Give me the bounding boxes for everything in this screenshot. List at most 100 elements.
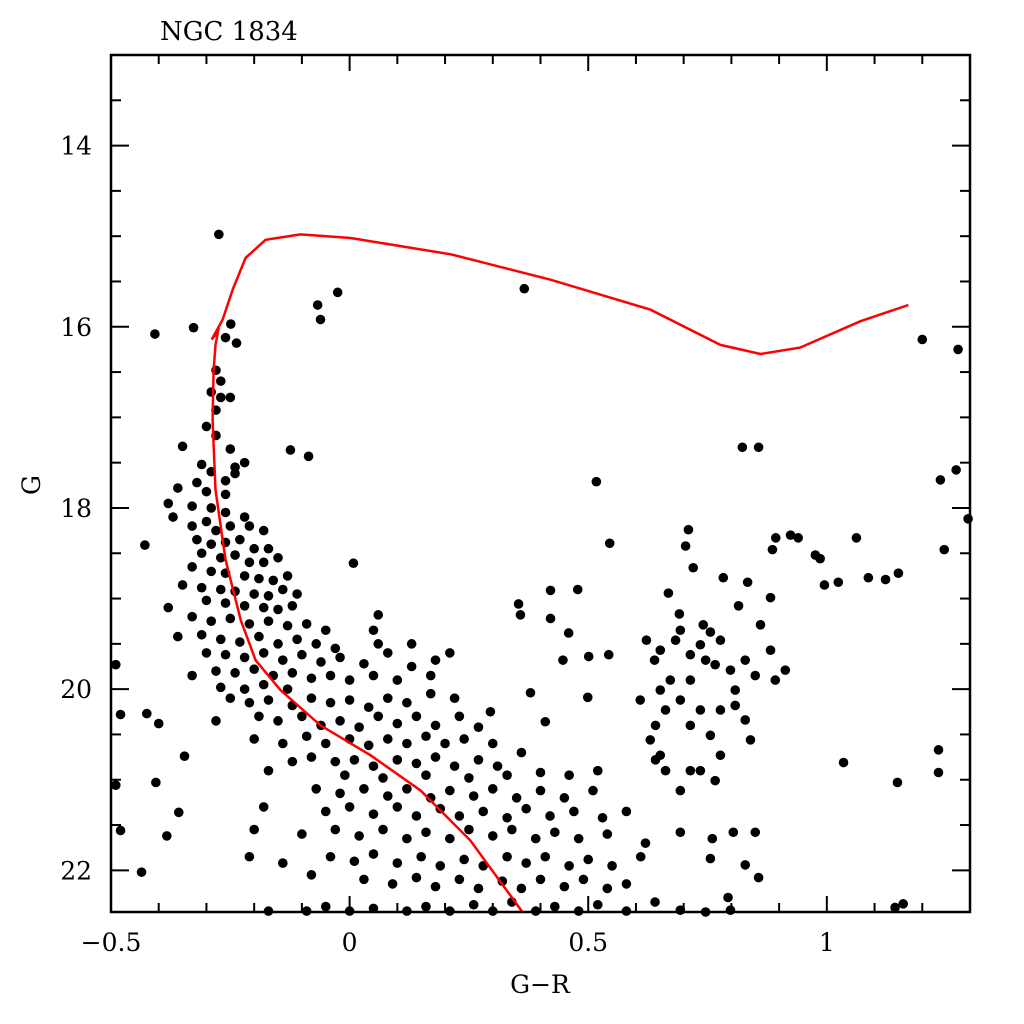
data-point <box>833 577 844 588</box>
data-point <box>349 856 360 867</box>
data-point <box>320 625 331 636</box>
data-point <box>292 634 302 645</box>
data-point <box>287 600 298 611</box>
data-point <box>459 734 469 744</box>
data-point <box>268 575 279 586</box>
data-point <box>254 711 264 722</box>
data-point <box>530 833 541 844</box>
data-point <box>230 468 240 479</box>
data-point <box>640 838 651 848</box>
data-point <box>497 876 508 886</box>
data-point <box>767 544 778 555</box>
data-point <box>349 755 360 765</box>
data-point <box>449 761 460 771</box>
data-point <box>588 785 598 796</box>
data-point <box>220 489 231 500</box>
data-point <box>468 899 479 910</box>
data-point <box>220 507 231 518</box>
data-point <box>231 338 242 348</box>
data-point <box>416 851 426 862</box>
data-point <box>306 693 317 704</box>
data-point <box>301 619 312 629</box>
data-point <box>249 734 259 744</box>
data-point <box>492 761 503 771</box>
data-point <box>582 692 593 703</box>
data-point <box>649 655 660 665</box>
data-point <box>278 655 288 665</box>
data-point <box>206 503 217 513</box>
data-point <box>563 628 574 638</box>
data-point <box>273 552 283 563</box>
data-point <box>935 475 946 485</box>
data-point <box>206 566 217 577</box>
data-point <box>521 858 531 868</box>
data-point <box>115 825 126 836</box>
data-point <box>597 812 608 823</box>
data-point <box>535 767 546 778</box>
axis-ticks <box>110 54 971 912</box>
data-point <box>225 521 236 531</box>
data-point <box>359 783 369 794</box>
data-point <box>487 831 498 841</box>
data-point <box>163 602 174 613</box>
data-point <box>173 483 183 493</box>
x-tick-label: −0.5 <box>81 928 142 957</box>
data-point <box>459 854 469 865</box>
data-point <box>685 649 696 660</box>
data-point <box>258 602 269 613</box>
data-point <box>354 831 364 841</box>
data-point <box>273 716 283 726</box>
data-point <box>402 697 412 708</box>
data-point <box>258 525 269 536</box>
data-point <box>478 806 489 817</box>
data-point <box>670 635 681 646</box>
data-point <box>220 598 231 608</box>
data-point <box>880 574 891 585</box>
data-point <box>540 851 551 862</box>
data-point <box>473 722 484 732</box>
data-point <box>515 610 526 620</box>
data-point <box>282 620 293 631</box>
data-point <box>340 770 350 781</box>
data-point <box>382 648 393 658</box>
data-point <box>249 664 259 675</box>
data-point <box>136 867 147 877</box>
data-point <box>591 476 602 487</box>
data-point <box>368 849 379 859</box>
data-point <box>168 512 178 522</box>
data-point <box>819 580 830 590</box>
data-point <box>311 639 322 649</box>
data-point <box>196 548 207 559</box>
data-point <box>230 668 240 678</box>
data-point <box>464 773 474 783</box>
data-point <box>187 611 197 622</box>
data-point <box>421 770 431 781</box>
y-tick-label: 14 <box>60 132 92 161</box>
data-points <box>110 229 973 917</box>
data-point <box>700 655 711 665</box>
data-point <box>402 738 412 749</box>
x-tick-label: 0 <box>342 928 358 957</box>
data-point <box>382 791 393 801</box>
data-point <box>312 300 323 310</box>
data-point <box>306 752 317 762</box>
data-point <box>382 734 393 744</box>
data-point <box>151 777 161 788</box>
data-point <box>225 613 236 624</box>
data-point <box>196 582 207 593</box>
data-point <box>392 675 403 685</box>
data-point <box>559 881 570 892</box>
data-point <box>660 705 671 715</box>
x-tick-label: 1 <box>819 928 835 957</box>
data-point <box>359 658 369 669</box>
data-point <box>368 670 379 681</box>
data-point <box>206 616 217 626</box>
data-point <box>603 649 614 660</box>
data-point <box>645 735 656 745</box>
data-point <box>705 730 716 741</box>
data-point <box>392 755 403 765</box>
data-point <box>665 675 676 685</box>
data-point <box>187 670 197 681</box>
data-point <box>201 486 212 497</box>
plot-frame <box>109 53 972 914</box>
